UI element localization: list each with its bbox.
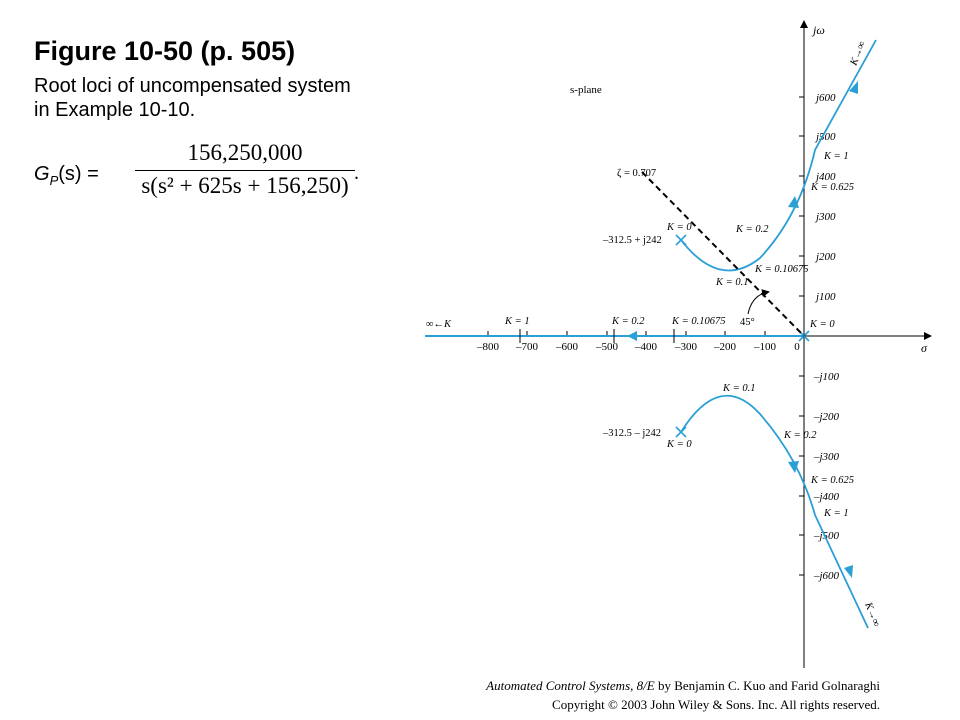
pole-bottom-label: –312.5 – j242 (602, 428, 661, 439)
fraction-denominator: s(s² + 625s + 156,250) (141, 173, 349, 198)
transfer-function-label: GP(s) = (34, 163, 99, 188)
real-tick-label: –200 (713, 341, 737, 353)
gp-sub: P (49, 173, 59, 188)
copyright-notice: Copyright © 2003 John Wiley & Sons. Inc.… (552, 697, 880, 712)
book-title: Automated Control Systems, 8/E (486, 678, 655, 693)
imag-tick-label: –j100 (813, 371, 840, 383)
upper-locus (680, 39, 877, 272)
real-tick-label: –700 (515, 341, 539, 353)
book-citation: Automated Control Systems, 8/E by Benjam… (486, 678, 880, 694)
fraction-bar (135, 170, 355, 171)
imag-tick-label: –j600 (813, 570, 840, 582)
k01-top-label: K = 0.1 (715, 277, 748, 288)
imag-axis-ticks (799, 96, 804, 576)
slide-title: Figure 10-50 (p. 505) (34, 36, 296, 66)
imag-tick-label: j500 (814, 131, 836, 143)
real-tick-label: –300 (674, 341, 698, 353)
imag-tick-label: j100 (814, 291, 836, 303)
zeta-label: ζ = 0.707 (617, 168, 656, 179)
locus-arrow (627, 331, 637, 341)
k02-bottom-label: K = 0.2 (783, 430, 817, 441)
imag-tick-label: –j500 (813, 530, 840, 542)
real-tick-label: –400 (634, 341, 658, 353)
imag-tick-label: –j200 (813, 411, 840, 423)
s-plane-label: s-plane (570, 84, 602, 96)
book-authors: by Benjamin C. Kuo and Farid Golnaraghi (654, 678, 880, 693)
k0-top-label: K = 0 (666, 222, 692, 233)
locus-arrow (844, 565, 853, 578)
slide-subtitle: Root loci of uncompensated system in Exa… (34, 75, 351, 121)
gain-tick-marks (519, 329, 675, 343)
k01-bottom-label: K = 0.1 (722, 383, 755, 394)
inf-left-label: ∞←K (426, 319, 452, 330)
imag-tick-label: j300 (814, 211, 836, 223)
locus-arrow (788, 196, 799, 208)
k02-top-label: K = 0.2 (735, 224, 769, 235)
locus-arrow (849, 81, 858, 94)
gp-arg: (s) = (58, 163, 99, 185)
k02-real-label: K = 0.2 (611, 316, 645, 327)
pole-top-label: –312.5 + j242 (602, 235, 662, 246)
k0-origin-label: K = 0 (809, 319, 835, 330)
real-tick-label: –500 (595, 341, 619, 353)
imag-tick-label: j400 (814, 171, 836, 183)
kinf-bottom-label: K→∞ (862, 600, 882, 628)
k0625-top-label: K = 0.625 (810, 182, 854, 193)
k0625-bottom-label: K = 0.625 (810, 475, 854, 486)
k010675-real-label: K = 0.10675 (671, 316, 725, 327)
imag-tick-label: –j300 (813, 451, 840, 463)
real-tick-label: –600 (555, 341, 579, 353)
imag-tick-label: –j400 (813, 491, 840, 503)
angle-label: 45° (740, 317, 755, 328)
damping-line (641, 171, 805, 337)
fraction-period: . (354, 162, 359, 184)
imag-axis-label: jω (811, 23, 825, 37)
lower-locus (680, 395, 869, 629)
transfer-function-fraction: 156,250,000 s(s² + 625s + 156,250) (135, 140, 355, 199)
imag-tick-label: j200 (814, 251, 836, 263)
fraction-numerator: 156,250,000 (187, 140, 303, 165)
real-axis-label: σ (921, 341, 928, 355)
k0-bottom-label: K = 0 (666, 439, 692, 450)
k1-real-label: K = 1 (504, 316, 530, 327)
real-tick-label: –800 (476, 341, 500, 353)
angle-arc-arrow (747, 289, 770, 315)
k010675-top-label: K = 0.10675 (754, 264, 808, 275)
kinf-top-label: K→∞ (848, 40, 868, 68)
gp-g: G (34, 163, 50, 185)
real-tick-label: 0 (794, 341, 800, 353)
k1-top-label: K = 1 (823, 151, 849, 162)
real-tick-label: –100 (753, 341, 777, 353)
locus-arrow (788, 461, 799, 473)
k1-bottom-label: K = 1 (823, 508, 849, 519)
imag-tick-label: j600 (814, 92, 836, 104)
